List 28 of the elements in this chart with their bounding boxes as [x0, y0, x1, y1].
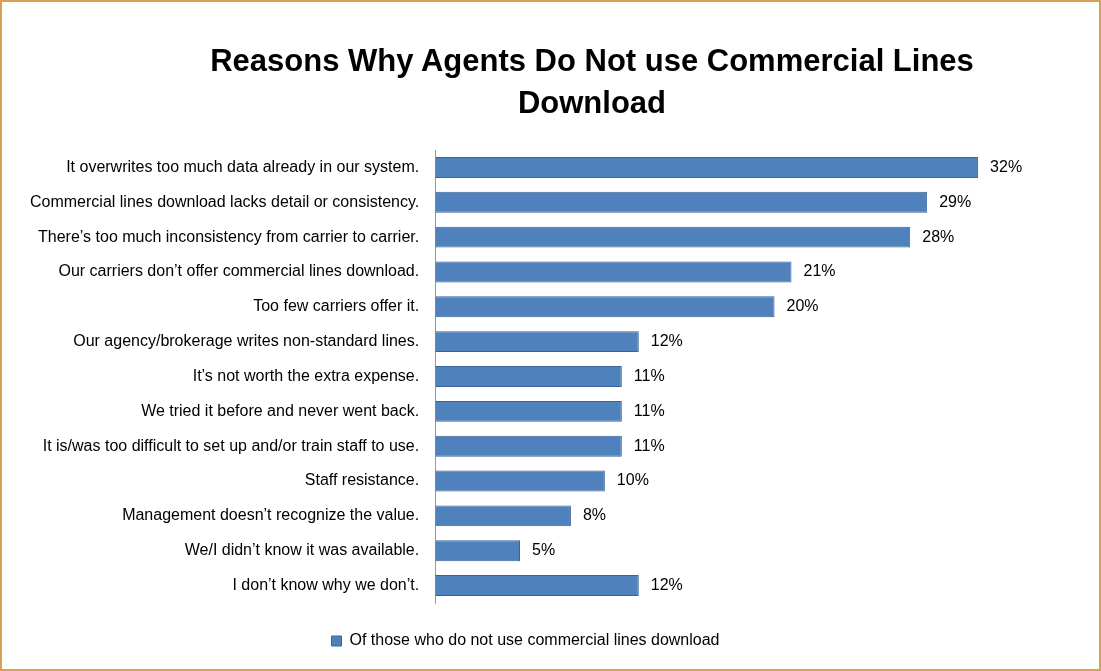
- y-tick-label: It overwrites too much data already in our system.: [66, 157, 420, 175]
- y-tick-label: We/I didn’t know it was available.: [184, 541, 420, 559]
- legend-label: Of those who do not use commercial lines download: [349, 631, 720, 649]
- y-tick-label: Staff resistance.: [304, 471, 420, 489]
- data-label: 12%: [650, 332, 683, 350]
- y-tick-label: We tried it before and never went back.: [141, 401, 420, 419]
- data-label: 28%: [922, 227, 955, 245]
- y-tick-label: It is/was too difficult to set up and/or train staff to use.: [42, 436, 420, 454]
- y-tick-label: Commercial lines download lacks detail or consistency.: [30, 192, 420, 210]
- y-tick-label: Management doesn’t recognize the value.: [122, 506, 420, 524]
- y-tick-label: Too few carriers offer it.: [253, 297, 420, 315]
- data-label: 20%: [786, 297, 819, 315]
- data-label: 8%: [582, 506, 607, 524]
- data-label: 32%: [990, 157, 1023, 175]
- y-tick-label: Our agency/brokerage writes non-standard lines.: [73, 332, 420, 350]
- data-label: 21%: [803, 262, 836, 280]
- y-tick-label: Our carriers don’t offer commercial lines download.: [58, 262, 420, 280]
- data-label: 11%: [633, 436, 665, 454]
- y-tick-label: There’s too much inconsistency from carrier to carrier.: [38, 227, 420, 245]
- chart-title: Reasons Why Agents Do Not use Commercial Lines Download: [209, 42, 975, 122]
- data-label: 11%: [633, 366, 665, 384]
- data-label: 11%: [633, 401, 665, 419]
- data-label: 12%: [650, 575, 683, 593]
- data-label: 5%: [532, 541, 556, 559]
- data-label: 29%: [939, 192, 972, 210]
- data-label: 10%: [616, 471, 649, 489]
- y-tick-label: I don’t know why we don’t.: [232, 575, 420, 593]
- y-tick-label: It’s not worth the extra expense.: [192, 366, 420, 384]
